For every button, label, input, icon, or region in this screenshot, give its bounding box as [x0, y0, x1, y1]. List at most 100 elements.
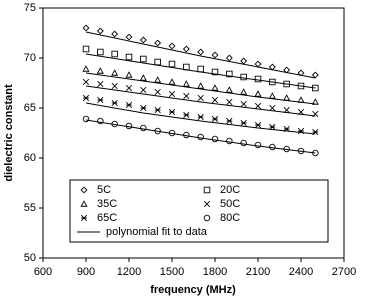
marker [139, 74, 147, 81]
y-tick-label: 60 [24, 152, 36, 164]
y-axis-label: dielectric constant [3, 84, 15, 182]
marker [139, 36, 147, 44]
marker [254, 121, 262, 129]
x-tick-label: 1200 [117, 266, 141, 278]
legend-marker [80, 214, 88, 222]
marker [197, 65, 204, 73]
marker [211, 115, 219, 123]
marker [269, 104, 276, 112]
marker [240, 119, 247, 127]
marker [168, 90, 176, 98]
x-tick-label: 1800 [203, 266, 227, 278]
marker [154, 58, 161, 66]
marker [226, 98, 233, 106]
marker [125, 71, 133, 78]
marker [97, 117, 104, 125]
marker [140, 86, 147, 94]
marker [154, 76, 162, 83]
marker [82, 45, 90, 53]
marker [96, 67, 104, 74]
marker [197, 82, 205, 89]
marker [254, 141, 262, 149]
x-tick-label: 2400 [289, 266, 313, 278]
legend-marker [203, 200, 211, 208]
fit-line [85, 31, 316, 79]
marker [254, 90, 262, 97]
marker [211, 135, 219, 143]
x-tick-label: 1500 [160, 266, 184, 278]
marker [168, 108, 176, 116]
legend-box [69, 179, 329, 243]
marker [211, 96, 219, 104]
marker [168, 78, 176, 85]
marker [97, 48, 104, 56]
y-tick-label: 50 [24, 252, 36, 264]
x-tick-label: 600 [34, 266, 52, 278]
x-tick-label: 900 [77, 266, 95, 278]
marker [154, 106, 161, 114]
marker [197, 94, 204, 102]
legend-label: 50C [220, 198, 240, 210]
marker [225, 86, 233, 93]
marker [225, 54, 233, 62]
marker [111, 30, 119, 38]
marker [240, 88, 248, 95]
x-tick-label: 2100 [246, 266, 270, 278]
marker [240, 139, 247, 147]
y-tick-label: 75 [24, 2, 36, 14]
marker [182, 45, 190, 53]
legend-marker [80, 186, 88, 194]
fit-line [85, 53, 316, 89]
marker [211, 51, 219, 59]
legend-marker [80, 200, 88, 207]
marker [140, 104, 147, 112]
marker [312, 84, 319, 92]
marker [82, 115, 90, 123]
legend-label: 65C [97, 212, 117, 224]
marker [82, 65, 90, 72]
marker [97, 96, 104, 104]
marker [254, 102, 262, 110]
legend-label: 80C [220, 212, 240, 224]
marker [226, 117, 233, 125]
marker [226, 137, 233, 145]
marker [183, 92, 190, 100]
legend-label: 5C [97, 184, 111, 196]
x-tick-label: 2700 [332, 266, 356, 278]
marker [125, 53, 133, 61]
marker [283, 80, 290, 88]
marker [297, 69, 305, 77]
marker [297, 82, 305, 90]
marker [269, 78, 276, 86]
fit-line [85, 102, 316, 135]
fit-line [85, 72, 316, 105]
x-axis-label: frequency (MHz) [150, 284, 236, 296]
y-tick-label: 65 [24, 102, 36, 114]
marker [183, 111, 190, 119]
marker [125, 33, 133, 41]
marker [82, 94, 90, 102]
marker [125, 84, 133, 92]
marker [154, 88, 161, 96]
legend-marker [203, 186, 211, 194]
legend-label: polynomial fit to data [106, 226, 208, 238]
legend-marker [203, 214, 211, 222]
marker [182, 80, 190, 87]
marker [140, 55, 147, 63]
fit-line [85, 85, 316, 117]
marker [154, 39, 162, 47]
marker [97, 80, 104, 88]
legend-label: 20C [220, 184, 240, 196]
y-tick-label: 70 [24, 52, 36, 64]
marker [111, 50, 118, 58]
marker [168, 42, 176, 50]
marker [197, 48, 205, 56]
marker [268, 92, 276, 99]
legend-label: 35C [97, 198, 117, 210]
marker [111, 82, 118, 90]
marker [197, 113, 204, 121]
marker [168, 60, 176, 68]
marker [82, 78, 90, 86]
